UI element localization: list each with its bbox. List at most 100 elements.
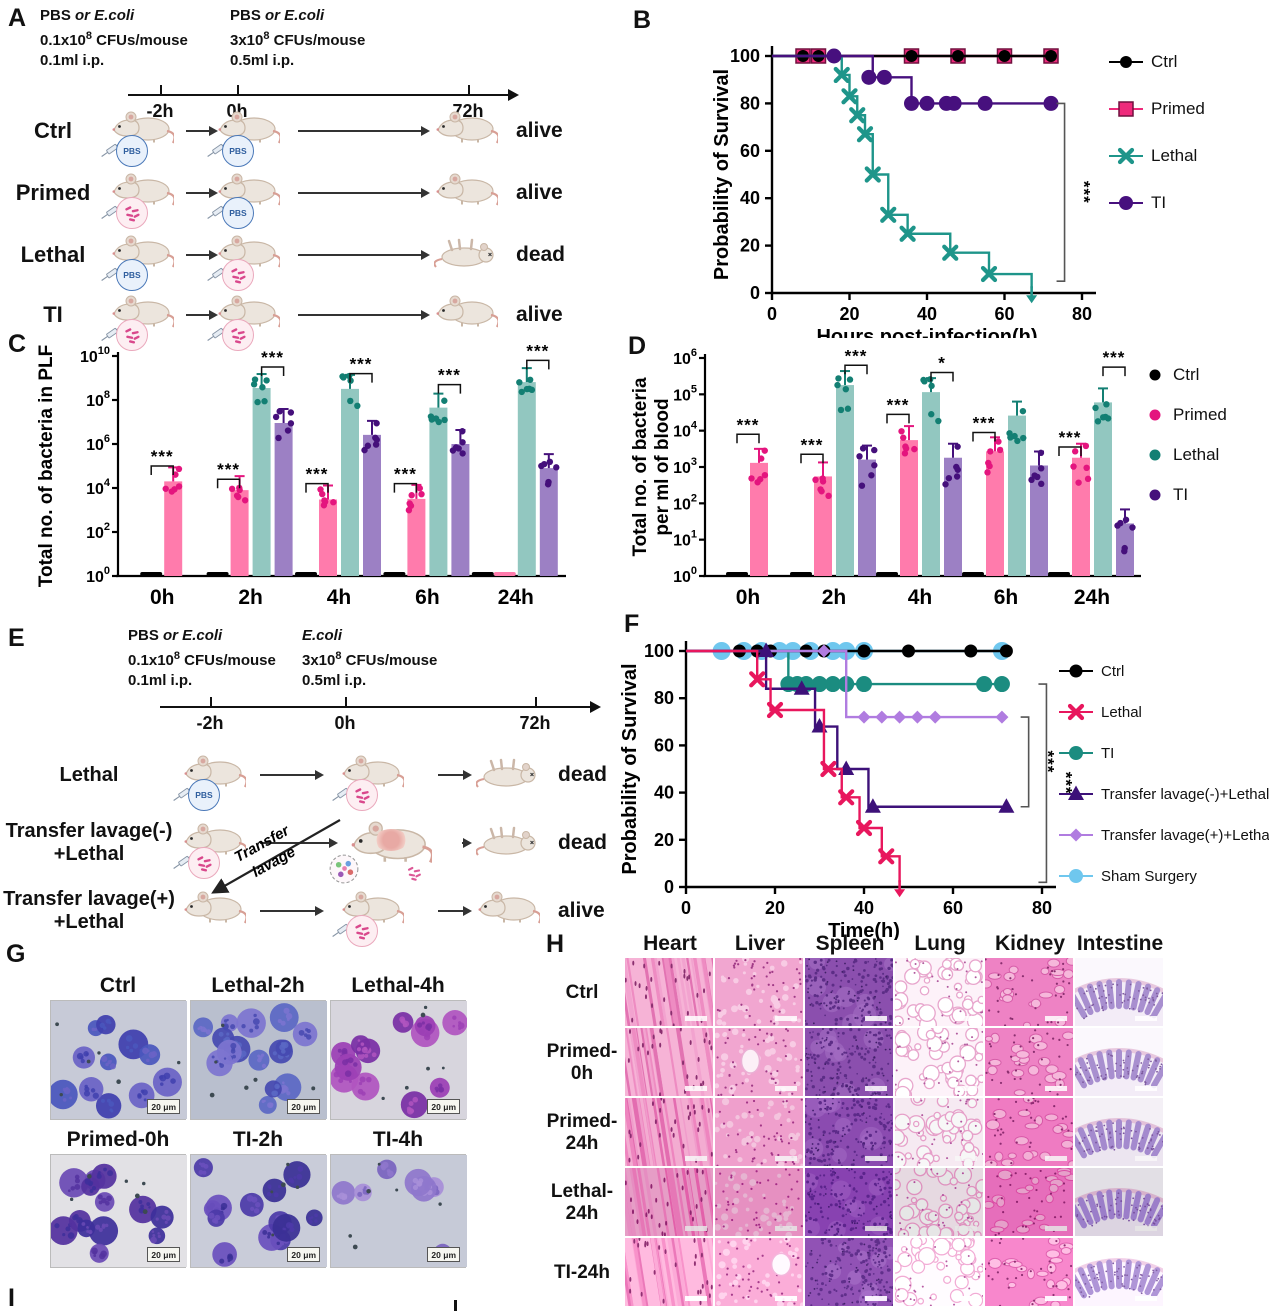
panel-g-micrographs: Ctrl 20 μm Lethal-2h 20 μm Lethal-4h 20 …	[0, 938, 545, 1313]
legend-marker-sham-surgery	[1059, 869, 1093, 883]
legend-marker-primed	[1109, 101, 1143, 117]
tissue-column-header: Heart	[643, 932, 697, 955]
arrow-icon	[186, 187, 218, 198]
legend-label: Transfer lavage(-)+Lethal	[1101, 785, 1269, 803]
legend-label: TI	[1101, 744, 1115, 762]
histology-primed-24h-lung	[895, 1098, 983, 1166]
legend-marker-lethal	[1109, 147, 1143, 165]
histology-lethal-24h-heart	[625, 1168, 713, 1236]
scale-bar-label: 20 μm	[151, 1250, 176, 1260]
svg-text:60: 60	[943, 898, 963, 918]
legend-item-ctrl: Ctrl	[1108, 52, 1205, 72]
scale-bar: 20 μm	[147, 1247, 180, 1262]
pbs-label: PBS	[123, 146, 141, 156]
group-label: Transfer lavage(+) +Lethal	[0, 888, 178, 934]
svg-text:0: 0	[664, 877, 674, 897]
outcome-label: dead	[558, 831, 608, 854]
svg-text:80: 80	[654, 688, 674, 708]
panel-label-a: A	[8, 4, 27, 32]
legend-item-lethal: Lethal	[1146, 445, 1227, 465]
micrograph-title: Lethal-4h	[351, 974, 445, 997]
arrow-icon	[298, 125, 430, 136]
timeline	[160, 697, 601, 714]
histology-ti-24h-heart	[625, 1238, 713, 1306]
legend-panel-d: Ctrl Primed Lethal TI	[1146, 365, 1227, 505]
svg-text:2h: 2h	[822, 586, 847, 609]
svg-text:per ml of blood: per ml of blood	[652, 398, 673, 535]
mouse-with-ecoli-injection	[212, 229, 290, 291]
histology-ctrl-lung	[895, 958, 983, 1026]
svg-text:101: 101	[673, 529, 697, 550]
group-row-transfer-lavage-minus: Transfer lavage(-) +Lethal dead	[0, 810, 620, 876]
histology-ti-24h-intestine	[1075, 1238, 1163, 1306]
outcome-label: alive	[516, 181, 563, 204]
arrow-icon	[438, 905, 472, 916]
legend-item-ti: TI	[1058, 744, 1269, 762]
dose-text-italic: or E.coli	[163, 627, 223, 644]
svg-text:Hours post-infection(h): Hours post-infection(h)	[816, 326, 1037, 338]
legend-item-ti: TI	[1146, 485, 1227, 505]
panel-label-d: D	[628, 332, 647, 360]
dose-cfu: 3x10	[302, 652, 336, 669]
dose-unit: CFUs/mouse	[269, 32, 366, 49]
dose-text: PBS	[128, 627, 164, 644]
panel-a-schematic: PBS or E.coli 0.1x108 CFUs/mouse 0.1ml i…	[0, 0, 630, 351]
micrograph-ti-4h: 20 μm	[330, 1154, 467, 1268]
arrow-icon	[186, 249, 218, 260]
legend-item-ti: TI	[1108, 193, 1205, 213]
group-row-lethal: Lethal PBS dead	[0, 224, 600, 291]
mouse-surgery-lavage-icon	[334, 815, 454, 871]
legend-label: Ctrl	[1151, 52, 1178, 71]
panel-label-e: E	[8, 624, 25, 652]
legend-marker-ctrl	[1149, 369, 1161, 381]
legend-item-ctrl: Ctrl	[1058, 662, 1269, 680]
svg-text:***: ***	[350, 355, 373, 374]
dose-text-italic: E.coli	[302, 627, 343, 644]
mouse-with-ecoli-injection	[178, 817, 256, 879]
histology-ctrl-intestine	[1075, 958, 1163, 1026]
arrow-icon	[462, 837, 472, 848]
svg-text:80: 80	[1032, 898, 1052, 918]
group-label-line2: +Lethal	[53, 843, 125, 865]
outcome-label: dead	[558, 763, 608, 786]
histology-row-label: Ctrl	[565, 982, 599, 1003]
outcome-label: alive	[516, 303, 563, 326]
legend-label: TI	[1151, 193, 1167, 212]
ecoli-blob-icon	[346, 779, 378, 811]
ecoli-blob-icon	[346, 915, 378, 947]
legend-label: TI	[1173, 485, 1189, 504]
dose-volume: 0.1ml i.p.	[128, 672, 193, 689]
legend-item-primed: Primed	[1146, 405, 1227, 425]
micrograph-title: Primed-0h	[66, 1128, 170, 1151]
legend-label: Lethal	[1151, 146, 1198, 165]
group-row-transfer-lavage-plus: Transfer lavage(+) +Lethal alive	[0, 880, 620, 947]
histology-primed-24h-liver	[715, 1098, 803, 1166]
svg-text:105: 105	[673, 383, 697, 404]
bar-chart-c: 100 102 104 106 108 1010 Total no. of bacteria…	[36, 341, 566, 609]
ecoli-blob-icon	[188, 847, 220, 879]
pbs-blob-icon: PBS	[116, 135, 148, 167]
svg-text:4h: 4h	[327, 586, 352, 609]
micrograph-title: Lethal-2h	[211, 974, 305, 997]
timeline	[128, 85, 519, 102]
survival-chart-b: 0 20 40 60 80 100 0 20 40 60 80 Hours post-infectio…	[711, 46, 1096, 338]
scale-bar: 20 μm	[287, 1247, 320, 1262]
histology-row-tiles	[625, 1098, 1163, 1166]
dose-annotation: E.coli 3x108 CFUs/mouse 0.5ml i.p.	[302, 626, 437, 691]
histology-lethal-24h-intestine	[1075, 1168, 1163, 1236]
histology-lethal-24h-lung	[895, 1168, 983, 1236]
legend-label: Ctrl	[1101, 662, 1125, 680]
ecoli-blob-icon	[222, 319, 254, 351]
mouse-with-pbs-injection: PBS	[106, 105, 184, 167]
legend-label: Ctrl	[1173, 365, 1200, 384]
legend-item-ctrl: Ctrl	[1146, 365, 1227, 385]
tissue-column-header: Spleen	[815, 932, 885, 955]
mouse-alive-icon	[472, 885, 550, 937]
histology-primed-0h-liver	[715, 1028, 803, 1096]
group-label: TI	[43, 302, 63, 327]
legend-item-lethal: Lethal	[1108, 146, 1205, 166]
dose-text: PBS	[230, 7, 266, 24]
svg-text:***: ***	[306, 465, 329, 484]
dose-volume: 0.1ml i.p.	[40, 52, 105, 69]
